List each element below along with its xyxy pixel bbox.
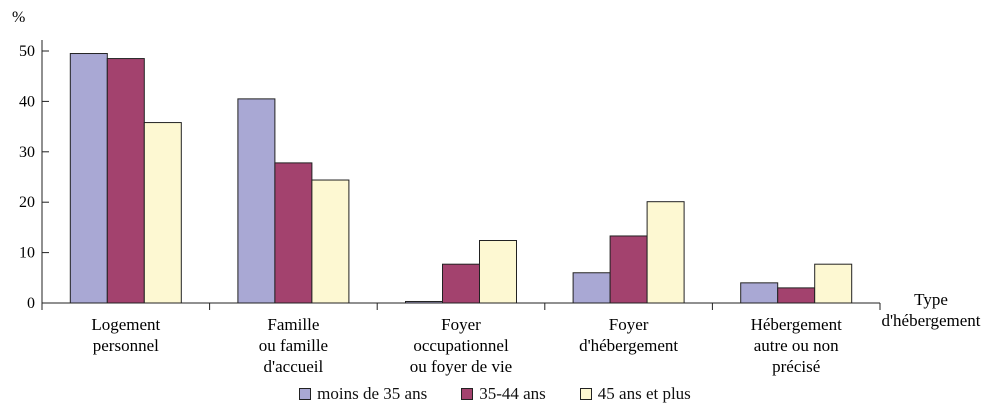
y-axis-label: % [12,9,25,26]
y-tick-label: 40 [19,93,35,110]
x-tick-label: Hébergement autre ou non précisé [751,315,843,376]
bar [442,263,480,304]
y-tick-label: 10 [19,245,35,262]
bar [106,58,145,304]
bars [69,53,853,304]
bar [274,162,313,304]
legend-swatch-series-2 [579,388,592,400]
y-axis: 0 10 20 30 40 50 [19,40,49,312]
bar [237,98,276,304]
x-axis-title: Type d'hébergement [881,290,980,330]
y-tick-label: 50 [19,43,35,60]
y-tick-label: 20 [19,194,35,211]
bar [814,263,853,304]
legend-label-series-0: moins de 35 ans [317,384,428,403]
x-tick-label: Logement personnel [91,315,160,355]
bar [777,287,816,304]
legend-item-series-1: 35-44 ans [461,384,546,404]
legend: moins de 35 ans 35-44 ans 45 ans et plus [0,384,990,404]
bar [479,240,517,304]
legend-label-series-2: 45 ans et plus [597,384,691,403]
bar-chart: % 0 10 20 30 40 50 Logement personnel Famille ou… [12,9,981,376]
bar [646,201,685,304]
legend-item-series-0: moins de 35 ans [299,384,427,404]
bar [609,235,648,304]
bar [311,179,350,304]
y-tick-label: 0 [27,295,35,312]
bar [572,272,611,304]
x-tick-label: Famille ou famille d'accueil [259,315,328,376]
legend-swatch-series-0 [299,388,312,400]
x-tick-label: Foyer occupationnel ou foyer de vie [410,315,512,376]
x-axis: Logement personnel Famille ou famille d'accu… [41,302,881,376]
bar [69,53,108,304]
legend-item-series-2: 45 ans et plus [579,384,691,404]
legend-label-series-1: 35-44 ans [479,384,546,403]
x-tick-label: Foyer d'hébergement [579,315,678,355]
bar [143,122,182,304]
y-tick-label: 30 [19,144,35,161]
legend-swatch-series-1 [461,388,474,400]
bar [740,282,779,304]
